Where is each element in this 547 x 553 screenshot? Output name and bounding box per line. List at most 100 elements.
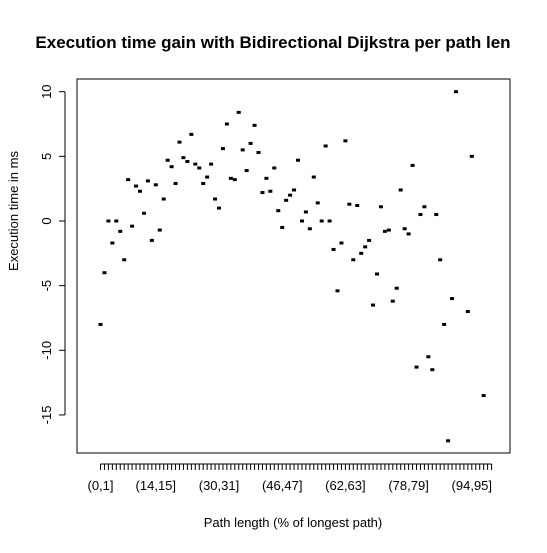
data-point <box>450 297 455 301</box>
data-point <box>260 191 265 195</box>
data-point <box>390 299 395 303</box>
data-point <box>205 175 210 179</box>
data-point <box>359 251 364 255</box>
data-point <box>394 286 399 290</box>
data-point <box>446 439 451 443</box>
data-point <box>201 182 206 186</box>
data-point <box>240 148 245 152</box>
data-point <box>220 147 225 151</box>
data-point <box>173 182 178 186</box>
data-point <box>189 132 194 136</box>
data-point <box>430 368 435 372</box>
data-point <box>327 219 332 223</box>
plot-frame <box>76 78 511 454</box>
x-axis-label: Path length (% of longest path) <box>204 515 383 530</box>
x-tick-label: (30,31] <box>199 478 239 493</box>
data-point <box>371 303 376 307</box>
data-point <box>351 258 356 262</box>
data-point <box>288 193 293 197</box>
data-point <box>98 322 103 326</box>
data-point <box>284 198 289 202</box>
data-point <box>402 227 407 231</box>
data-point <box>193 162 198 166</box>
data-point <box>406 232 411 236</box>
data-point <box>410 163 415 167</box>
data-point <box>323 144 328 148</box>
data-point <box>481 394 486 398</box>
data-point <box>339 241 344 245</box>
data-point <box>367 238 372 242</box>
data-point <box>244 169 249 173</box>
data-point <box>422 205 427 209</box>
x-tick-label: (62,63] <box>325 478 365 493</box>
data-point <box>454 90 458 94</box>
data-point <box>145 179 150 183</box>
data-point <box>434 213 439 217</box>
data-point <box>138 189 142 193</box>
data-point <box>347 202 352 206</box>
data-point <box>465 310 470 314</box>
x-tick-label: (14,15] <box>136 478 176 493</box>
data-point <box>414 365 419 369</box>
data-point <box>438 258 443 262</box>
data-point <box>315 201 320 205</box>
data-point <box>149 238 154 242</box>
data-point <box>232 178 237 182</box>
data-point <box>236 110 241 114</box>
data-point <box>185 160 190 164</box>
data-point <box>398 188 403 192</box>
x-axis: (0,1] (14,15] (30,31] (46,47] (62,63] (78,79]… <box>87 463 493 493</box>
data-point <box>303 210 308 214</box>
x-tick-label: (78,79] <box>388 478 428 493</box>
x-tick-label: (0,1] <box>87 478 113 493</box>
data-point <box>469 154 474 158</box>
data-point <box>122 258 127 262</box>
data-point <box>292 188 297 192</box>
data-point <box>217 206 221 210</box>
y-tick-label: 0 <box>39 217 54 224</box>
data-point <box>209 162 214 166</box>
data-point <box>307 227 312 231</box>
data-point <box>106 219 111 223</box>
data-point <box>110 241 115 245</box>
y-tick-label: -5 <box>39 280 54 292</box>
data-point <box>442 322 447 326</box>
data-point <box>213 197 218 201</box>
data-point <box>102 271 107 275</box>
data-point <box>375 272 379 276</box>
data-point <box>141 211 146 215</box>
x-tick-label: (94,95] <box>452 478 492 493</box>
data-point <box>177 140 182 144</box>
chart-title: Execution time gain with Bidirectional D… <box>35 33 510 52</box>
data-point <box>165 158 170 162</box>
data-point <box>224 122 229 126</box>
data-point <box>378 205 383 209</box>
data-point <box>386 228 391 232</box>
x-tick-label: (46,47] <box>262 478 302 493</box>
data-point <box>256 150 261 154</box>
y-axis: -15 -10 -5 0 5 10 <box>39 84 66 424</box>
data-point <box>161 197 166 201</box>
y-tick-label: 5 <box>39 153 54 160</box>
data-point <box>252 123 257 127</box>
data-point <box>169 165 174 169</box>
y-axis-label: Execution time in ms <box>6 151 21 271</box>
data-point <box>331 247 336 251</box>
data-point <box>276 209 281 213</box>
data-point <box>382 229 387 233</box>
data-point <box>280 225 285 229</box>
data-point <box>335 289 340 293</box>
y-tick-label: 10 <box>39 84 54 98</box>
data-points <box>98 90 486 443</box>
data-point <box>272 166 277 170</box>
data-point <box>355 203 360 207</box>
data-point <box>114 219 119 223</box>
data-point <box>118 229 123 233</box>
data-point <box>130 224 135 228</box>
data-point <box>153 183 158 187</box>
data-point <box>268 189 273 193</box>
data-point <box>319 219 324 223</box>
data-point <box>418 213 423 217</box>
